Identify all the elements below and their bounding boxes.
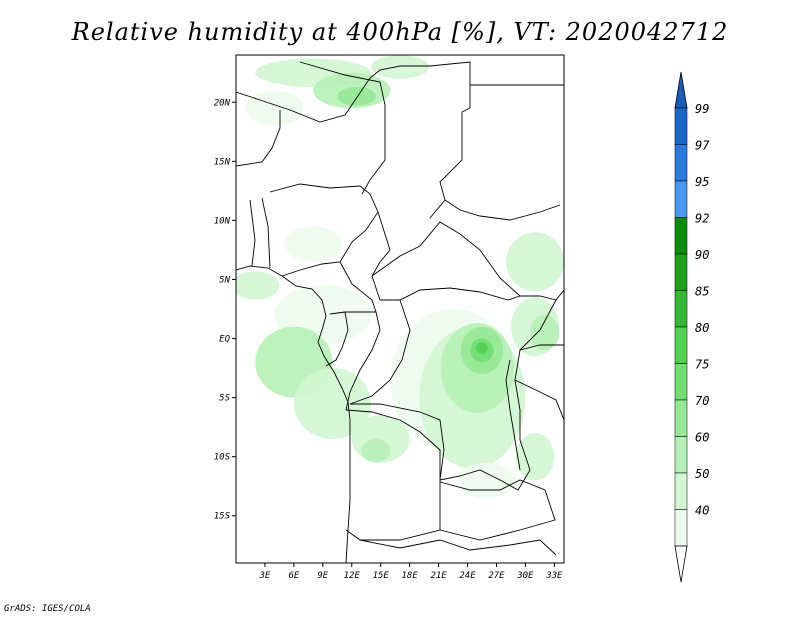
humidity-region [457,462,516,499]
colorbar-segment [674,326,688,364]
humidity-region [361,438,391,463]
border-north-3 [236,110,281,167]
lat-tick-label: 5S [219,394,230,404]
border-togo [249,199,256,267]
lon-tick-label: 3E [259,571,271,581]
humidity-region [236,271,280,300]
colorbar-label: 95 [695,175,709,189]
colorbar-segment [674,363,688,401]
colorbar-segment [674,472,688,510]
colorbar-segment [674,180,688,218]
humidity-region [371,55,429,79]
map-frame [235,54,565,564]
lon-tick-label: 24E [459,571,476,581]
border-gabon [325,311,349,367]
border-angola [345,409,441,541]
humidity-region [506,232,564,292]
colorbar-segment [674,107,688,145]
colorbar-label: 40 [695,504,709,518]
colorbar-top-arrow [674,71,688,109]
colorbar-label: 92 [695,212,709,226]
country-borders [236,61,564,563]
border-sudan-2 [444,199,561,221]
colorbar-label: 97 [695,139,710,153]
lat-tick-label: 15S [214,512,231,522]
lon-tick-label: 15E [373,571,390,581]
border-chad [371,211,391,301]
colorbar-label: 50 [695,467,709,481]
colorbar-segment [674,436,688,474]
map-title: Relative humidity at 400hPa [%], VT: 202… [71,18,729,46]
lat-tick-label: EQ [219,335,230,345]
lon-tick-label: 27E [488,571,505,581]
lon-tick-label: 33E [545,571,563,581]
humidity-region [476,342,488,354]
colorbar-segment [674,144,688,182]
humidity-field-layer [236,55,564,499]
humidity-region [293,368,372,439]
humidity-region [245,90,304,126]
colorbar-label: 75 [695,358,709,372]
border-south [359,539,557,556]
colorbar-segment [674,509,688,547]
border-tanzania [514,379,564,421]
colorbar-segment [674,217,688,255]
lon-tick-label: 21E [430,571,447,581]
humidity-region [337,86,376,106]
border-north-4 [429,107,471,219]
border-east [520,289,564,301]
border-lake [505,359,521,471]
humidity-region [515,433,555,481]
colorbar-segment [674,253,688,291]
lat-tick-label: 10S [214,453,231,463]
border-congo [345,311,381,411]
lat-tick-label: 20N [214,98,231,108]
colorbar-label: 99 [695,102,709,116]
colorbar-label: 70 [695,394,709,408]
lon-tick-label: 12E [344,571,361,581]
lat-tick-label: 5N [219,275,230,285]
border-nigeria [269,183,379,277]
border-north-1 [236,61,471,123]
border-car [371,221,521,301]
border-benin [261,197,271,269]
coastline [236,265,351,563]
credit-label: GrADS: IGES/COLA [4,604,91,614]
colorbar-segment [674,290,688,328]
colorbar-label: 60 [695,431,709,445]
border-north-2 [299,61,386,195]
humidity-region [284,226,343,262]
lat-tick-label: 10N [214,216,231,226]
colorbar-label: 80 [695,321,709,335]
lon-tick-label: 18E [402,571,419,581]
colorbar-label: 90 [695,248,709,262]
colorbar: 99 97 95 92 90 85 80 75 70 60 50 40 [674,71,710,583]
border-zambia [439,479,556,541]
humidity-region [530,314,560,351]
lon-tick-label: 9E [317,571,328,581]
lat-tick-label: 15N [214,157,231,167]
border-uganda [519,344,564,351]
lon-tick-label: 30E [516,571,534,581]
lon-tick-label: 6E [288,571,299,581]
colorbar-bottom-arrow [674,545,688,583]
colorbar-label: 85 [695,285,709,299]
map-axes: 20N 15N 10N 5N EQ 5S 10S 15S 3E 6E 9E 12E 15E 18E 21E 2… [214,98,563,581]
colorbar-segment [674,399,688,437]
border-drc [349,299,557,491]
border-cameroon [329,261,377,315]
